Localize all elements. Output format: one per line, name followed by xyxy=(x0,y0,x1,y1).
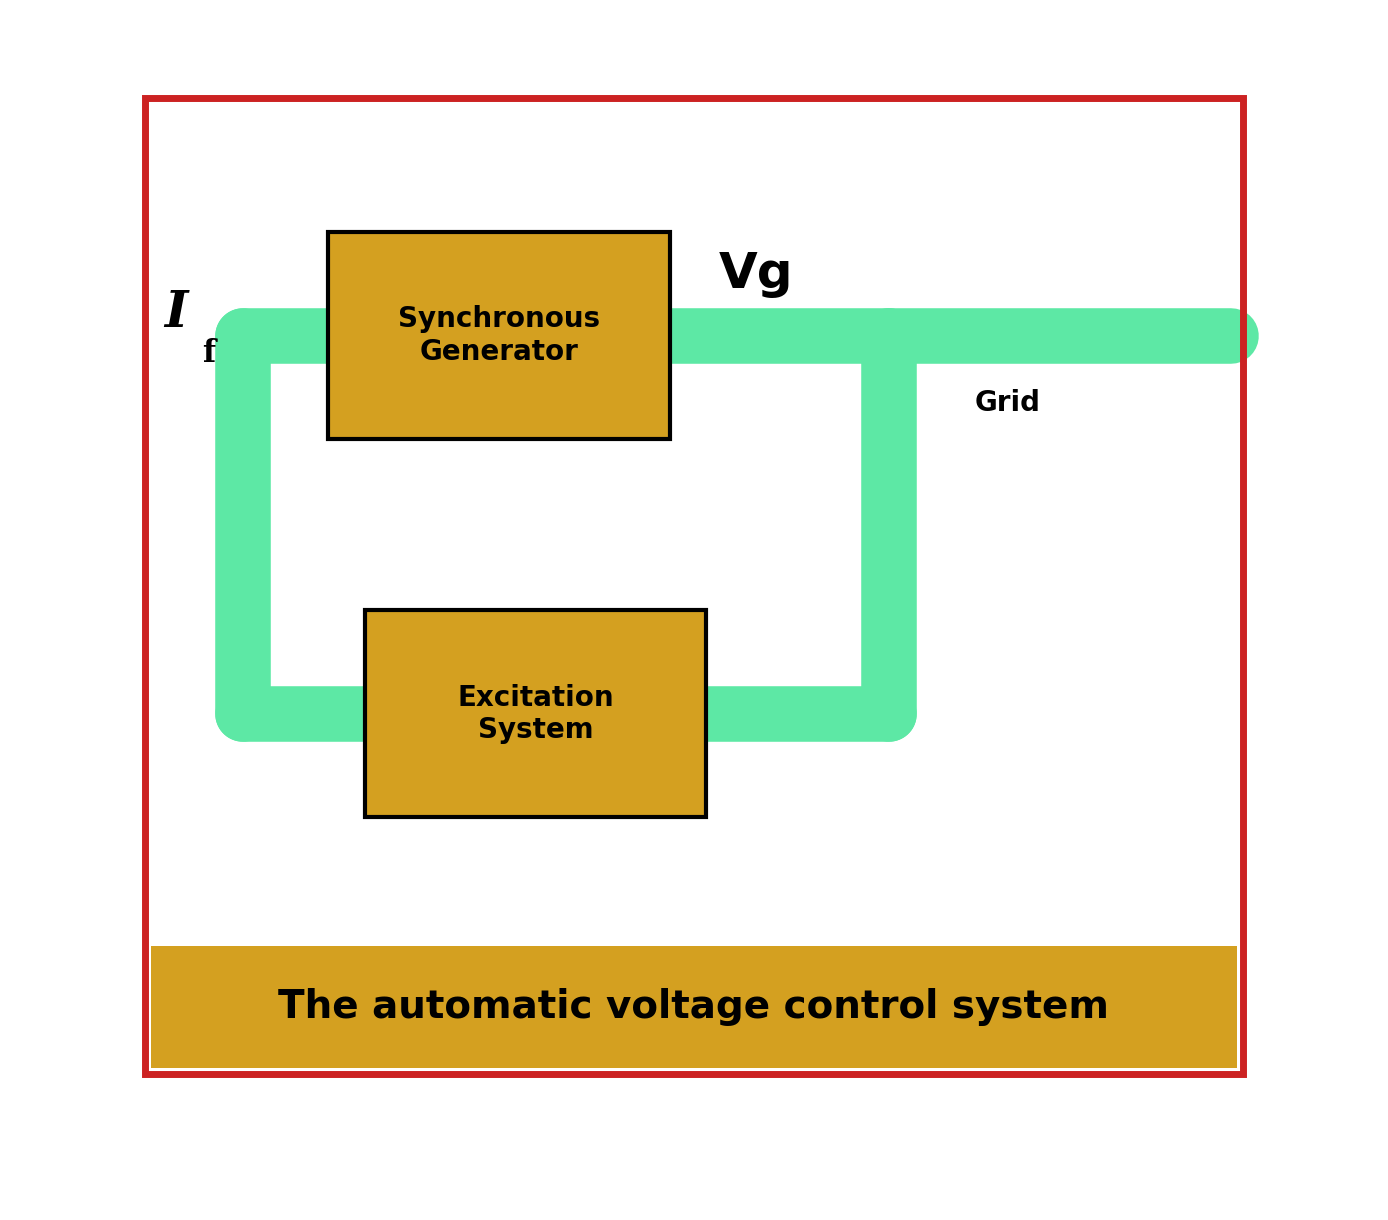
Text: The automatic voltage control system: The automatic voltage control system xyxy=(279,987,1109,1026)
Text: Synchronous
Generator: Synchronous Generator xyxy=(398,305,600,366)
Text: I: I xyxy=(164,289,187,338)
FancyBboxPatch shape xyxy=(365,610,706,817)
Text: f: f xyxy=(201,338,215,370)
FancyBboxPatch shape xyxy=(328,232,669,439)
Text: Excitation
System: Excitation System xyxy=(457,683,613,744)
Text: Grid: Grid xyxy=(974,389,1041,416)
FancyBboxPatch shape xyxy=(151,946,1237,1068)
Text: Vg: Vg xyxy=(719,250,793,299)
